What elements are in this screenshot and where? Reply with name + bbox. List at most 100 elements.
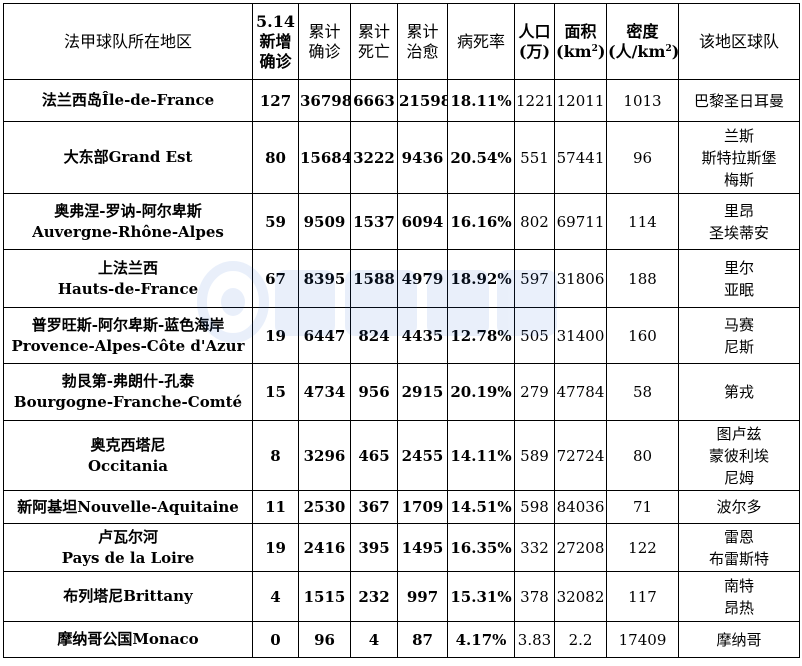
team-name: 雷恩 bbox=[723, 527, 754, 546]
team-name: 兰斯 bbox=[723, 126, 754, 145]
cell-new-confirmed: 19 bbox=[252, 307, 299, 364]
cell-teams: 第戎 bbox=[678, 363, 800, 421]
cell-teams: 图卢兹 蒙彼利埃 尼姆 bbox=[678, 420, 800, 491]
cell-total-recovered: 21598 bbox=[397, 79, 448, 122]
cell-total-confirmed: 96 bbox=[298, 621, 351, 658]
cell-population: 1221 bbox=[514, 79, 555, 122]
cell-total-deaths: 465 bbox=[350, 420, 398, 491]
cell-area: 32082 bbox=[554, 571, 607, 622]
header-total-confirmed: 累计 确诊 bbox=[298, 3, 351, 80]
cell-total-deaths: 956 bbox=[350, 363, 398, 421]
cell-density: 80 bbox=[606, 420, 679, 491]
header-fatality-rate: 病死率 bbox=[447, 3, 515, 80]
cell-new-confirmed: 15 bbox=[252, 363, 299, 421]
cell-total-confirmed: 3296 bbox=[298, 420, 351, 491]
team-name: 里昂 bbox=[723, 201, 754, 220]
cell-fatality-rate: 20.54% bbox=[447, 121, 515, 194]
team-name: 南特 bbox=[723, 576, 754, 595]
header-teams: 该地区球队 bbox=[678, 3, 800, 80]
cell-total-confirmed: 8395 bbox=[298, 249, 351, 308]
team-name: 摩纳哥 bbox=[716, 630, 762, 649]
team-name: 巴黎圣日耳曼 bbox=[693, 91, 784, 110]
cell-area: 27208 bbox=[554, 523, 607, 572]
cell-total-confirmed: 1515 bbox=[298, 571, 351, 622]
team-name: 尼斯 bbox=[723, 337, 754, 356]
cell-teams: 马赛 尼斯 bbox=[678, 307, 800, 364]
cell-total-recovered: 1495 bbox=[397, 523, 448, 572]
table-row: 上法兰西 Hauts-de-France 67 8395 1588 4979 18.92% 5… bbox=[3, 249, 800, 308]
cell-density: 122 bbox=[606, 523, 679, 572]
header-density: 密度 (人/km2) bbox=[606, 3, 679, 80]
header-total-deaths: 累计 死亡 bbox=[350, 3, 398, 80]
cell-area: 84036 bbox=[554, 490, 607, 524]
cell-new-confirmed: 8 bbox=[252, 420, 299, 491]
cell-region: 新阿基坦Nouvelle-Aquitaine bbox=[3, 490, 253, 524]
cell-total-recovered: 2455 bbox=[397, 420, 448, 491]
cell-total-recovered: 997 bbox=[397, 571, 448, 622]
cell-total-deaths: 232 bbox=[350, 571, 398, 622]
cell-population: 378 bbox=[514, 571, 555, 622]
table-row: 法兰西岛Île-de-France 127 36798 6663 21598 18.11%… bbox=[3, 79, 800, 122]
cell-total-confirmed: 36798 bbox=[298, 79, 351, 122]
header-region: 法甲球队所在地区 bbox=[3, 3, 253, 80]
cell-total-recovered: 2915 bbox=[397, 363, 448, 421]
cell-fatality-rate: 16.16% bbox=[447, 193, 515, 250]
cell-total-deaths: 1537 bbox=[350, 193, 398, 250]
cell-density: 117 bbox=[606, 571, 679, 622]
cell-region: 普罗旺斯-阿尔卑斯-蓝色海岸 Provence-Alpes-Côte d'Azur bbox=[3, 307, 253, 364]
cell-total-deaths: 367 bbox=[350, 490, 398, 524]
cell-new-confirmed: 19 bbox=[252, 523, 299, 572]
team-name: 第戎 bbox=[723, 383, 754, 401]
cell-fatality-rate: 18.92% bbox=[447, 249, 515, 308]
cell-fatality-rate: 20.19% bbox=[447, 363, 515, 421]
cell-fatality-rate: 12.78% bbox=[447, 307, 515, 364]
cell-total-recovered: 6094 bbox=[397, 193, 448, 250]
cell-total-confirmed: 9509 bbox=[298, 193, 351, 250]
cell-region: 法兰西岛Île-de-France bbox=[3, 79, 253, 122]
cell-total-confirmed: 2416 bbox=[298, 523, 351, 572]
cell-teams: 摩纳哥 bbox=[678, 621, 800, 658]
cell-population: 597 bbox=[514, 249, 555, 308]
cell-density: 96 bbox=[606, 121, 679, 194]
team-name: 亚眠 bbox=[723, 280, 754, 299]
table-body: 法兰西岛Île-de-France 127 36798 6663 21598 18.11%… bbox=[3, 79, 800, 658]
data-table-container: 法甲球队所在地区 5.14 新增 确诊 累计 确诊 累计 死亡 累计 治愈 bbox=[3, 3, 800, 658]
cell-area: 2.2 bbox=[554, 621, 607, 658]
team-name: 马赛 bbox=[723, 315, 754, 334]
cell-total-confirmed: 2530 bbox=[298, 490, 351, 524]
header-new-confirmed: 5.14 新增 确诊 bbox=[252, 3, 299, 80]
cell-region: 奥弗涅-罗讷-阿尔卑斯 Auvergne-Rhône-Alpes bbox=[3, 193, 253, 250]
team-name: 圣埃蒂安 bbox=[708, 223, 769, 242]
table-row: 普罗旺斯-阿尔卑斯-蓝色海岸 Provence-Alpes-Côte d'Azur… bbox=[3, 307, 800, 364]
cell-total-confirmed: 4734 bbox=[298, 363, 351, 421]
cell-new-confirmed: 11 bbox=[252, 490, 299, 524]
cell-region: 奥克西塔尼 Occitania bbox=[3, 420, 253, 491]
cell-population: 802 bbox=[514, 193, 555, 250]
cell-region: 摩纳哥公国Monaco bbox=[3, 621, 253, 658]
cell-population: 589 bbox=[514, 420, 555, 491]
cell-density: 71 bbox=[606, 490, 679, 524]
cell-new-confirmed: 4 bbox=[252, 571, 299, 622]
table-row: 大东部Grand Est 80 15684 3222 9436 20.54% 551 5744… bbox=[3, 121, 800, 194]
table-row: 新阿基坦Nouvelle-Aquitaine 11 2530 367 1709 14.51… bbox=[3, 490, 800, 524]
team-name: 梅斯 bbox=[723, 170, 754, 189]
cell-area: 47784 bbox=[554, 363, 607, 421]
cell-region: 勃艮第-弗朗什-孔泰 Bourgogne-Franche-Comté bbox=[3, 363, 253, 421]
cell-fatality-rate: 18.11% bbox=[447, 79, 515, 122]
header-population: 人口 (万) bbox=[514, 3, 555, 80]
cell-total-deaths: 6663 bbox=[350, 79, 398, 122]
team-name: 布雷斯特 bbox=[708, 549, 769, 568]
cell-new-confirmed: 80 bbox=[252, 121, 299, 194]
header-row: 法甲球队所在地区 5.14 新增 确诊 累计 确诊 累计 死亡 累计 治愈 bbox=[3, 3, 800, 80]
cell-area: 31806 bbox=[554, 249, 607, 308]
cell-teams: 波尔多 bbox=[678, 490, 800, 524]
cell-new-confirmed: 0 bbox=[252, 621, 299, 658]
cell-teams: 巴黎圣日耳曼 bbox=[678, 79, 800, 122]
cell-population: 598 bbox=[514, 490, 555, 524]
table-row: 勃艮第-弗朗什-孔泰 Bourgogne-Franche-Comté 15 4734 9… bbox=[3, 363, 800, 421]
cell-density: 188 bbox=[606, 249, 679, 308]
cell-total-deaths: 395 bbox=[350, 523, 398, 572]
cell-total-confirmed: 15684 bbox=[298, 121, 351, 194]
cell-total-recovered: 4435 bbox=[397, 307, 448, 364]
cell-region: 大东部Grand Est bbox=[3, 121, 253, 194]
